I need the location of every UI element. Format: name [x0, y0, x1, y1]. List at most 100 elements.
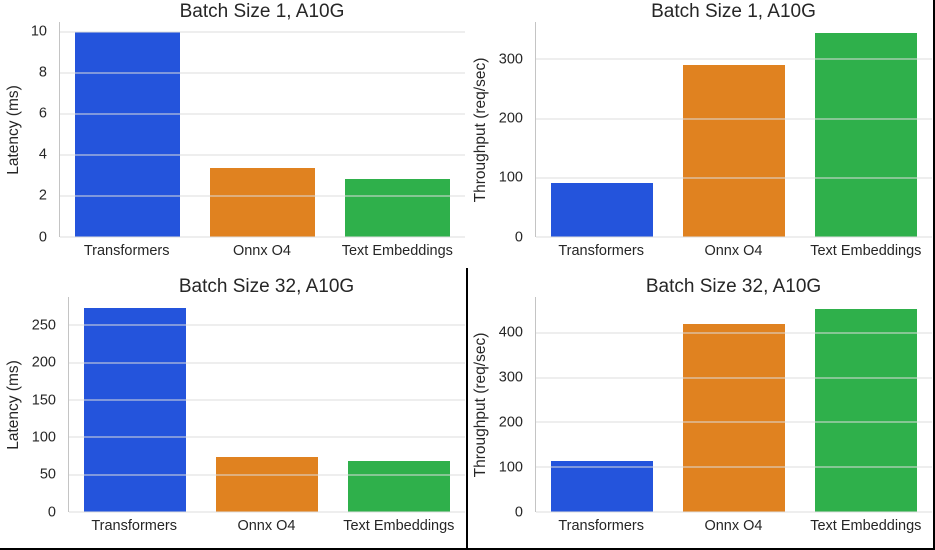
bar-slot — [800, 22, 932, 237]
y-tick-label: 100 — [31, 429, 56, 446]
gridline-y100 — [536, 466, 932, 468]
gridline-y0 — [60, 236, 465, 238]
chart-title: Batch Size 1, A10G — [179, 1, 345, 22]
bar-text-embeddings — [347, 461, 451, 512]
bar-text-embeddings — [344, 178, 451, 237]
subplot-latency-batch32: Batch Size 32, A10G Latency (ms) 0 50 100 1… — [0, 275, 467, 550]
y-tick-label: 0 — [38, 228, 47, 245]
gridline-y300 — [536, 58, 932, 60]
y-tick-label: 0 — [47, 503, 56, 520]
bar-slot — [536, 22, 668, 237]
bar-onnx-o4 — [682, 324, 786, 512]
y-axis-label: Latency (ms) — [5, 85, 22, 175]
plot-area: 0 50 100 150 200 250 — [32, 297, 465, 519]
plot-area: 0 2 4 6 8 10 — [31, 22, 465, 244]
y-tick-label: 200 — [498, 414, 523, 431]
bar-slot — [800, 297, 932, 512]
plot-area: 0 100 200 300 — [499, 22, 932, 244]
right-border-line — [933, 0, 935, 550]
x-category-label: Onnx O4 — [704, 243, 763, 259]
gridline-y0 — [69, 511, 465, 513]
y-axis-label: Latency (ms) — [5, 360, 22, 450]
bar-slot — [668, 297, 800, 512]
bar-slot — [330, 22, 465, 237]
bar-slot — [60, 22, 195, 237]
bar-transformers — [550, 182, 654, 237]
x-category-label: Text Embeddings — [810, 518, 922, 534]
y-tick-label: 10 — [30, 23, 47, 40]
x-axis-labels: Transformers Onnx O4 Text Embeddings — [535, 243, 932, 259]
gridline-y200 — [69, 362, 465, 364]
bars-group — [60, 22, 465, 237]
y-tick-label: 8 — [38, 64, 47, 81]
gridline-y8 — [60, 72, 465, 74]
gridline-y2 — [60, 195, 465, 197]
x-category-label: Text Embeddings — [341, 243, 453, 259]
subplot-throughput-batch1: Batch Size 1, A10G Throughput (req/sec) … — [467, 0, 934, 275]
bar-onnx-o4 — [215, 456, 319, 512]
bar-text-embeddings — [814, 308, 918, 512]
y-tick-label: 2 — [38, 187, 47, 204]
gridline-y4 — [60, 154, 465, 156]
x-category-label: Onnx O4 — [232, 243, 291, 259]
bar-slot — [195, 22, 330, 237]
y-tick-label: 100 — [498, 458, 523, 475]
x-category-label: Transformers — [558, 243, 644, 259]
gridline-y50 — [69, 474, 465, 476]
bar-transformers — [74, 32, 181, 237]
chart-title: Batch Size 1, A10G — [651, 1, 816, 22]
bar-slot — [668, 22, 800, 237]
bar-slot — [201, 297, 333, 512]
bottom-border-line — [0, 548, 935, 550]
gridline-y300 — [536, 377, 932, 379]
y-tick-label: 300 — [498, 369, 523, 386]
chart-title: Batch Size 32, A10G — [178, 276, 355, 297]
y-tick-label: 200 — [31, 354, 56, 371]
y-axis-label: Throughput (req/sec) — [472, 57, 489, 203]
bar-transformers — [550, 460, 654, 512]
vertical-divider-line — [466, 268, 468, 550]
y-tick-label: 6 — [38, 105, 47, 122]
gridline-y200 — [536, 421, 932, 423]
gridline-y200 — [536, 118, 932, 120]
bars-group — [69, 297, 465, 512]
x-category-label: Transformers — [83, 243, 170, 259]
subplot-latency-batch1: Batch Size 1, A10G Latency (ms) 0 2 4 6 8 10 … — [0, 0, 467, 275]
gridline-y100 — [536, 177, 932, 179]
y-tick-label: 0 — [514, 503, 523, 520]
x-axis-labels: Transformers Onnx O4 Text Embeddings — [535, 518, 932, 534]
bar-transformers — [83, 308, 187, 512]
x-category-label: Text Embeddings — [810, 243, 922, 259]
x-category-label: Onnx O4 — [704, 518, 763, 534]
gridline-y6 — [60, 113, 465, 115]
y-tick-label: 100 — [498, 169, 523, 186]
gridline-y100 — [69, 436, 465, 438]
bar-slot — [69, 297, 201, 512]
bar-slot — [333, 297, 465, 512]
subplot-throughput-batch32: Batch Size 32, A10G Throughput (req/sec)… — [467, 275, 934, 550]
bar-onnx-o4 — [682, 65, 786, 237]
bar-onnx-o4 — [209, 167, 316, 237]
gridline-y250 — [69, 324, 465, 326]
y-tick-label: 4 — [38, 146, 47, 163]
x-category-label: Transformers — [91, 518, 177, 534]
bars-group — [536, 22, 932, 237]
y-tick-label: 50 — [39, 466, 56, 483]
y-tick-label: 300 — [498, 51, 523, 68]
x-category-label: Transformers — [558, 518, 644, 534]
x-category-label: Onnx O4 — [237, 518, 296, 534]
gridline-y150 — [69, 399, 465, 401]
y-tick-label: 250 — [31, 317, 56, 334]
plot-area: 0 100 200 300 400 — [499, 297, 932, 519]
gridline-y400 — [536, 332, 932, 334]
x-axis-labels: Transformers Onnx O4 Text Embeddings — [59, 243, 465, 259]
y-tick-label: 0 — [514, 228, 523, 245]
bars-group — [536, 297, 932, 512]
x-axis-labels: Transformers Onnx O4 Text Embeddings — [68, 518, 465, 534]
x-category-label: Text Embeddings — [343, 518, 455, 534]
gridline-y0 — [536, 236, 932, 238]
y-tick-label: 400 — [498, 324, 523, 341]
bar-slot — [536, 297, 668, 512]
y-tick-label: 200 — [498, 110, 523, 127]
